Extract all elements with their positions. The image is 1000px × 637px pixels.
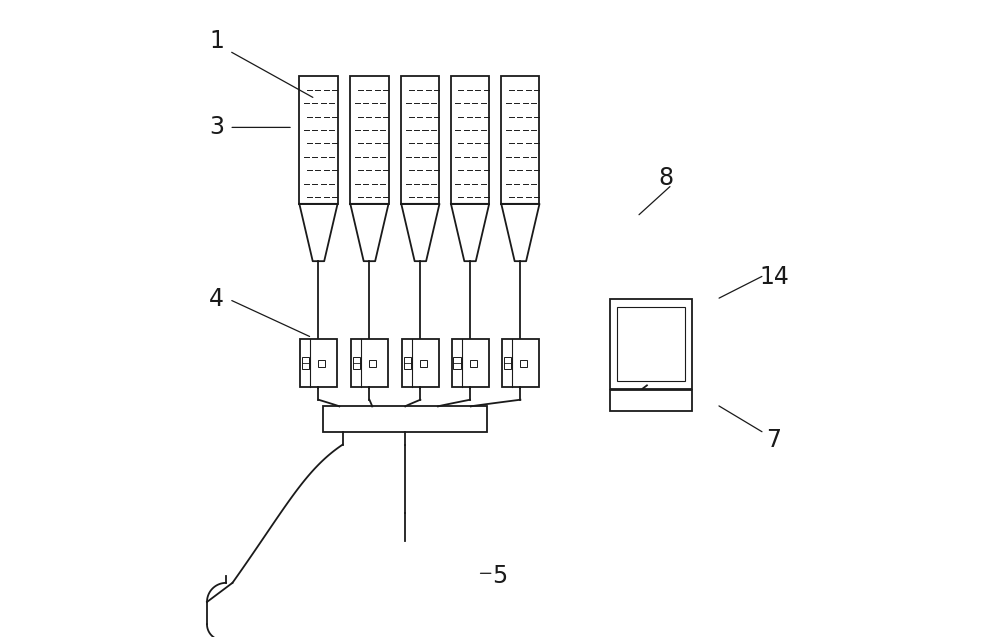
- Bar: [302, 357, 309, 369]
- Bar: [369, 359, 376, 367]
- Bar: [453, 357, 461, 369]
- Bar: [452, 339, 489, 387]
- Bar: [351, 339, 388, 387]
- Text: 5: 5: [492, 564, 508, 589]
- Bar: [504, 357, 511, 369]
- Bar: [300, 339, 337, 387]
- Bar: [610, 390, 692, 411]
- Text: 3: 3: [209, 115, 224, 140]
- Bar: [501, 76, 539, 204]
- Bar: [401, 76, 439, 204]
- Bar: [451, 76, 489, 204]
- Bar: [420, 359, 427, 367]
- Bar: [323, 406, 487, 432]
- Text: 7: 7: [766, 427, 781, 452]
- Bar: [520, 359, 527, 367]
- Bar: [404, 357, 411, 369]
- Bar: [318, 359, 325, 367]
- Bar: [617, 307, 685, 381]
- Bar: [353, 357, 360, 369]
- Text: 8: 8: [658, 166, 673, 190]
- Text: 14: 14: [759, 265, 789, 289]
- Bar: [470, 359, 477, 367]
- Bar: [299, 76, 338, 204]
- Bar: [350, 76, 389, 204]
- Bar: [502, 339, 539, 387]
- Text: 1: 1: [209, 29, 224, 54]
- Bar: [610, 299, 692, 389]
- Text: 4: 4: [209, 287, 224, 311]
- Bar: [402, 339, 439, 387]
